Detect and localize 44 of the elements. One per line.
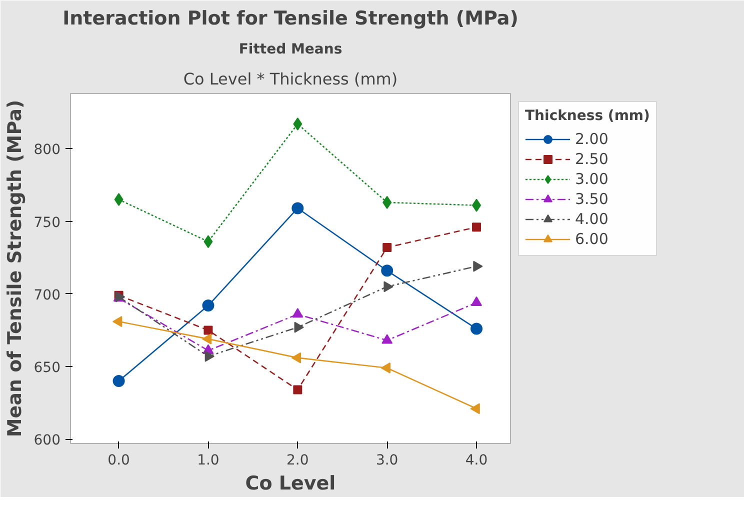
point [382,334,393,344]
x-tick-label: 3.0 [376,452,398,468]
point [470,322,483,335]
chart-title: Interaction Plot for Tensile Strength (MPa) [62,8,518,30]
point [293,118,302,130]
point [381,264,394,277]
legend-label: 3.00 [575,170,610,188]
point [204,326,213,335]
point [382,196,392,209]
y-tick-label: 800 [34,142,61,158]
legend-label: 6.00 [575,230,610,248]
point [384,281,394,292]
point [382,242,392,252]
point [112,375,125,388]
point [473,260,483,272]
point [292,308,304,318]
point [204,350,214,362]
point [204,235,213,248]
x-axis-title: Co Level [245,472,336,494]
legend-label: 2.50 [575,150,610,168]
x-tick-label: 2.0 [286,452,309,468]
text: Co Level * Thickness (mm) [183,70,398,88]
y-tick-label: 650 [34,360,61,376]
point [202,300,214,312]
point [114,193,124,206]
point [472,222,482,232]
point [472,198,482,212]
point [292,202,304,214]
x-tick-label: 0.0 [108,452,130,468]
y-tick-label: 700 [34,287,61,304]
point [294,322,304,333]
y-tick-label: 600 [34,432,61,449]
legend-label: 2.00 [575,130,610,148]
y-axis-title: Mean of Tensile Strength (MPa) [4,100,26,438]
x-tick-label: 1.0 [197,452,220,468]
legend-title: Thickness (mm) [525,108,650,124]
chart-subtitle: Fitted Means [238,42,342,58]
point [293,385,302,394]
point [471,296,482,306]
legend-label: 4.00 [575,210,610,228]
y-tick-label: 750 [34,214,61,231]
point [112,316,122,328]
legend-label: 3.50 [575,190,610,208]
x-tick-label: 4.0 [465,452,488,468]
